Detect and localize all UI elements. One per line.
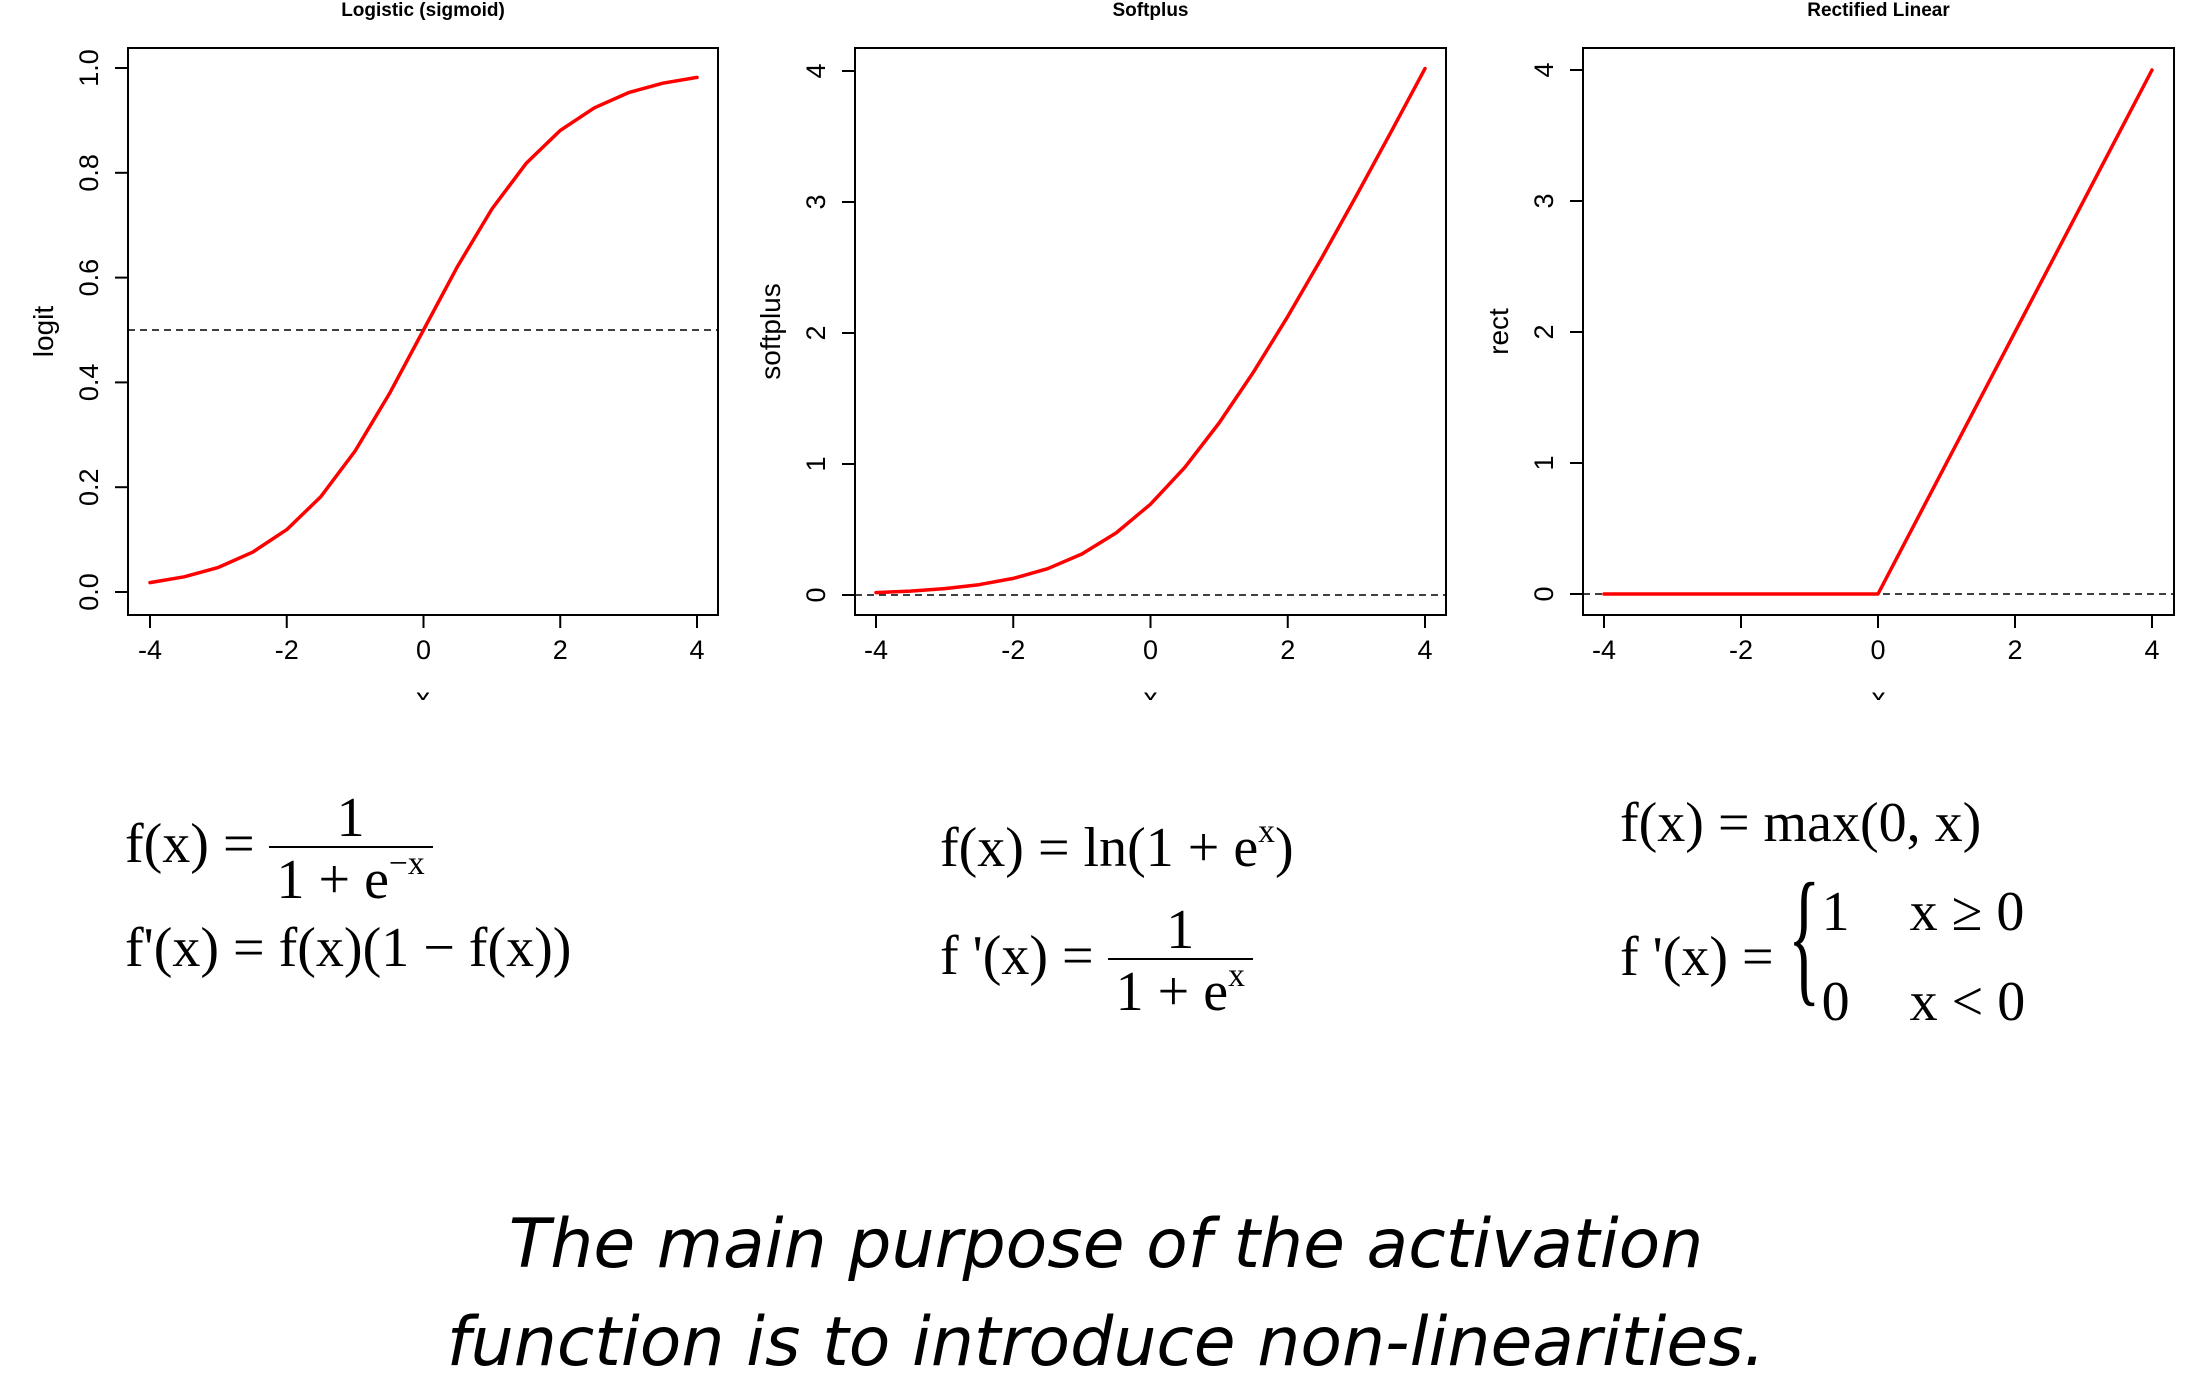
relu-x-tick-label: 4 bbox=[2144, 635, 2159, 665]
relu-x-tick-label: -2 bbox=[1729, 635, 1753, 665]
relu-y-tick-label: 0 bbox=[1529, 586, 1559, 601]
softplus-x-tick-label: 0 bbox=[1143, 635, 1158, 665]
sigmoid-f-den-exponent: −x bbox=[388, 845, 425, 883]
sigmoid-y-tick-label: 1.0 bbox=[74, 49, 104, 87]
relu-x-axis-label: x bbox=[1872, 682, 1886, 700]
sigmoid-f-numerator: 1 bbox=[336, 787, 365, 849]
relu-series-line bbox=[1602, 68, 2154, 596]
softplus-x-tick-label: 4 bbox=[1417, 635, 1432, 665]
relu-case-row: 1 x ≥ 0 bbox=[1822, 867, 2026, 957]
softplus-chart-title: Softplus bbox=[1113, 0, 1189, 21]
softplus-x-tick-label: -2 bbox=[1001, 635, 1025, 665]
relu-formula: f(x) = max(0, x) f '(x) = { 1 x ≥ 0 0 x < … bbox=[1620, 795, 2025, 1047]
sigmoid-f-denominator: 1 + e−x bbox=[268, 845, 433, 911]
sigmoid-chart-title: Logistic (sigmoid) bbox=[341, 0, 505, 21]
softplus-y-tick-label: 4 bbox=[801, 63, 831, 78]
relu-y-axis-label: rect bbox=[1483, 308, 1514, 355]
sigmoid-fprime: f'(x) = f(x)(1 − f(x)) bbox=[125, 917, 572, 979]
softplus-y-tick-label: 0 bbox=[801, 587, 831, 602]
softplus-f-close: ) bbox=[1274, 817, 1294, 879]
softplus-y-axis-label: softplus bbox=[755, 283, 786, 380]
sigmoid-y-tick-label: 0.0 bbox=[74, 573, 104, 611]
softplus-y-tick-label: 1 bbox=[801, 456, 831, 471]
softplus-f-base: f(x) = ln(1 + e bbox=[940, 817, 1259, 879]
sigmoid-y-tick-label: 0.4 bbox=[74, 364, 104, 402]
sigmoid-y-tick-label: 0.8 bbox=[74, 154, 104, 192]
relu-chart-title: Rectified Linear bbox=[1807, 0, 1950, 21]
softplus-plot-frame bbox=[854, 47, 1447, 616]
relu-plot-frame bbox=[1582, 47, 2175, 616]
sigmoid-x-tick-label: 0 bbox=[416, 635, 431, 665]
relu-case2-value: 0 bbox=[1821, 971, 1850, 1033]
softplus-x-axis-label: x bbox=[1144, 682, 1158, 700]
sigmoid-formula: f(x) = 1 1 + e−x f'(x) = f(x)(1 − f(x)) bbox=[125, 790, 571, 976]
softplus-fprime-fraction: 1 1 + ex bbox=[1107, 899, 1253, 1023]
relu-y-tick-label: 4 bbox=[1529, 62, 1559, 77]
relu-y-tick-label: 2 bbox=[1529, 324, 1559, 339]
softplus-fprime-lhs: f '(x) = bbox=[940, 924, 1094, 987]
sigmoid-f: f(x) = 1 1 + e−x bbox=[125, 790, 571, 908]
caption-line-1: The main purpose of the activation bbox=[508, 1205, 1704, 1284]
softplus-f-exponent: x bbox=[1258, 813, 1275, 851]
relu-x-tick-label: 2 bbox=[2007, 635, 2022, 665]
caption-line-2: function is to introduce non-linearities… bbox=[446, 1303, 1766, 1382]
sigmoid-x-axis-label: x bbox=[416, 682, 430, 700]
sigmoid-y-tick-label: 0.2 bbox=[74, 468, 104, 506]
softplus-fprime-den-exponent: x bbox=[1228, 957, 1245, 995]
relu-x-tick-label: 0 bbox=[1870, 635, 1885, 665]
softplus-x-tick-label: 2 bbox=[1280, 635, 1295, 665]
softplus-fprime-numerator: 1 bbox=[1166, 899, 1195, 961]
softplus-fprime: f '(x) = 1 1 + ex bbox=[940, 902, 1294, 1020]
relu-y-tick-label: 1 bbox=[1529, 455, 1559, 470]
sigmoid-x-tick-label: -2 bbox=[275, 635, 299, 665]
softplus-fprime-den-base: 1 + e bbox=[1115, 961, 1229, 1023]
relu-case1-value: 1 bbox=[1821, 881, 1850, 943]
sigmoid-y-tick-label: 0.6 bbox=[74, 259, 104, 297]
relu-y-tick-label: 3 bbox=[1529, 193, 1559, 208]
sigmoid-f-lhs: f(x) = bbox=[125, 812, 255, 875]
relu-f: f(x) = max(0, x) bbox=[1620, 792, 1982, 854]
relu-x-tick-label: -4 bbox=[1592, 635, 1616, 665]
softplus-x-tick-label: -4 bbox=[864, 635, 888, 665]
softplus-y-tick-label: 2 bbox=[801, 325, 831, 340]
softplus-f: f(x) = ln(1 + ex) bbox=[940, 815, 1294, 879]
left-brace-icon: { bbox=[1787, 853, 1821, 1019]
sigmoid-x-tick-label: 2 bbox=[553, 635, 568, 665]
relu-fprime-lhs: f '(x) = bbox=[1620, 926, 1774, 988]
sigmoid-f-fraction: 1 1 + e−x bbox=[268, 787, 433, 911]
sigmoid-f-den-base: 1 + e bbox=[276, 849, 389, 911]
sigmoid-series-line bbox=[148, 75, 699, 585]
softplus-series-line bbox=[874, 66, 1427, 595]
softplus-fprime-denominator: 1 + ex bbox=[1107, 957, 1253, 1023]
charts-area: Logistic (sigmoid) -4 -2 0 2 4 0.0 0.2 0.4 0.6 0.8… bbox=[28, 0, 2175, 700]
relu-case-row: 0 x < 0 bbox=[1822, 957, 2026, 1047]
relu-case1-condition: x ≥ 0 bbox=[1909, 881, 2025, 943]
sigmoid-x-tick-label: 4 bbox=[689, 635, 704, 665]
sigmoid-x-tick-label: -4 bbox=[138, 635, 162, 665]
softplus-y-tick-label: 3 bbox=[801, 194, 831, 209]
sigmoid-y-axis-label: logit bbox=[28, 306, 59, 358]
relu-case2-condition: x < 0 bbox=[1909, 971, 2026, 1033]
softplus-formula: f(x) = ln(1 + ex) f '(x) = 1 1 + ex bbox=[940, 815, 1294, 1020]
